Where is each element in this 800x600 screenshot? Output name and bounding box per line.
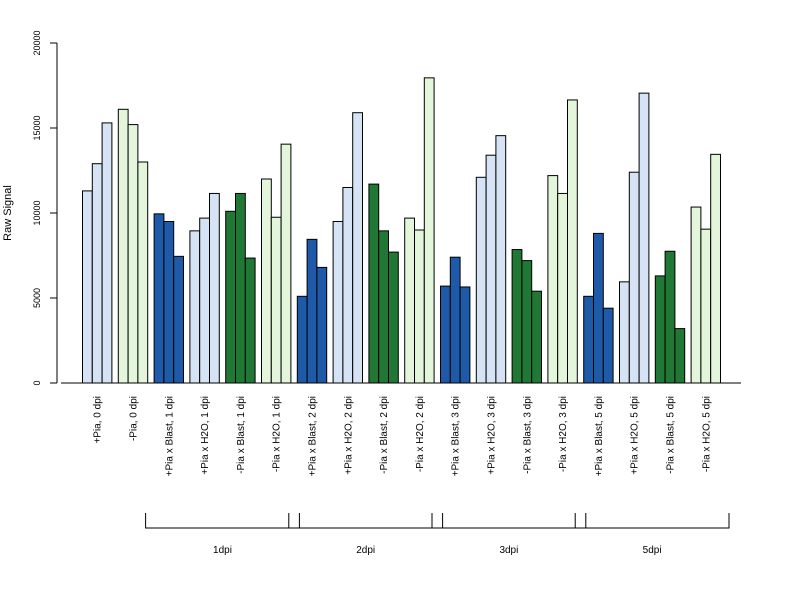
x-tick-label: -Pia x Blast, 1 dpi bbox=[236, 396, 247, 474]
bar bbox=[189, 230, 201, 384]
bar bbox=[280, 143, 292, 384]
bar bbox=[638, 92, 650, 384]
bar bbox=[440, 285, 451, 384]
bar bbox=[557, 192, 569, 384]
bar bbox=[332, 221, 344, 384]
group-bracket bbox=[431, 513, 587, 529]
bar bbox=[378, 230, 390, 384]
x-tick-label: +Pia x Blast, 3 dpi bbox=[451, 396, 462, 476]
bar bbox=[137, 161, 149, 384]
x-tick-label: +Pia x H2O, 1 dpi bbox=[200, 396, 211, 475]
bar bbox=[423, 77, 435, 384]
bar bbox=[127, 124, 139, 384]
group-label: 5dpi bbox=[643, 545, 662, 556]
bar bbox=[82, 190, 93, 384]
group-bracket bbox=[574, 513, 730, 529]
bar bbox=[700, 228, 712, 384]
x-tick-label: -Pia x H2O, 3 dpi bbox=[558, 396, 569, 472]
x-tick-label: +Pia x Blast, 2 dpi bbox=[308, 396, 319, 476]
x-tick-label: -Pia x H2O, 5 dpi bbox=[701, 396, 712, 472]
bar bbox=[664, 250, 676, 384]
bar bbox=[628, 171, 640, 384]
group-bracket bbox=[288, 513, 444, 529]
bar bbox=[368, 183, 380, 384]
x-tick-label: -Pia x H2O, 2 dpi bbox=[415, 396, 426, 472]
bar bbox=[209, 192, 220, 384]
bars bbox=[82, 77, 722, 384]
bar bbox=[296, 295, 308, 384]
group-label: 1dpi bbox=[213, 545, 232, 556]
bar bbox=[710, 153, 722, 384]
y-axis: 0 5000 10000 15000 20000 bbox=[32, 30, 58, 386]
bar bbox=[414, 229, 425, 384]
x-tick-labels: +Pia, 0 dpi -Pia, 0 dpi +Pia x Blast, 1 dp… bbox=[93, 396, 713, 476]
x-tick-label: -Pia x Blast, 5 dpi bbox=[666, 396, 677, 474]
bar bbox=[495, 135, 507, 384]
bar bbox=[388, 251, 399, 384]
x-tick-label: +Pia x H2O, 2 dpi bbox=[343, 396, 354, 475]
bar bbox=[511, 249, 523, 384]
bar bbox=[619, 281, 630, 384]
bar bbox=[153, 213, 165, 384]
bar bbox=[352, 112, 364, 384]
bar bbox=[547, 175, 559, 384]
bar bbox=[261, 178, 272, 384]
x-tick-label: +Pia x Blast, 5 dpi bbox=[594, 396, 605, 476]
group-label: 2dpi bbox=[356, 545, 375, 556]
y-tick-label: 10000 bbox=[32, 200, 42, 225]
bar bbox=[163, 221, 175, 384]
bar bbox=[199, 217, 210, 384]
x-tick-label: -Pia x H2O, 1 dpi bbox=[272, 396, 283, 472]
y-tick-label: 20000 bbox=[32, 30, 42, 55]
bar bbox=[459, 286, 471, 384]
x-tick-label: -Pia x Blast, 2 dpi bbox=[379, 396, 390, 474]
bar bbox=[316, 266, 328, 384]
bar bbox=[475, 176, 487, 384]
bar bbox=[690, 206, 702, 384]
x-tick-label: +Pia x H2O, 3 dpi bbox=[487, 396, 498, 475]
bar bbox=[602, 307, 614, 384]
bar bbox=[91, 163, 103, 384]
bar bbox=[101, 122, 113, 384]
x-tick-label: +Pia, 0 dpi bbox=[93, 396, 104, 444]
y-tick-label: 0 bbox=[32, 380, 42, 385]
bar bbox=[173, 255, 184, 384]
bar bbox=[521, 260, 533, 384]
bar bbox=[449, 256, 461, 384]
bar bbox=[593, 232, 604, 384]
bar bbox=[270, 216, 282, 384]
bar bbox=[225, 210, 236, 384]
bar bbox=[674, 328, 686, 384]
bar bbox=[306, 238, 318, 384]
group-brackets: 1dpi 2dpi 3dpi 5dpi bbox=[145, 513, 730, 556]
bar bbox=[485, 154, 497, 384]
bar bbox=[531, 290, 543, 384]
x-tick-label: -Pia x Blast, 3 dpi bbox=[522, 396, 533, 474]
bar bbox=[654, 275, 666, 384]
bar bbox=[342, 187, 354, 384]
bar bbox=[583, 295, 595, 384]
bar bbox=[117, 108, 129, 384]
group-label: 3dpi bbox=[499, 545, 518, 556]
x-tick-label: -Pia, 0 dpi bbox=[129, 396, 140, 441]
bar bbox=[404, 217, 416, 384]
y-axis-label: Raw Signal bbox=[2, 185, 14, 241]
bar bbox=[244, 257, 256, 384]
group-bracket bbox=[145, 513, 300, 529]
bar bbox=[567, 99, 578, 384]
y-tick-label: 5000 bbox=[32, 288, 42, 308]
x-tick-label: +Pia x H2O, 5 dpi bbox=[630, 396, 641, 475]
x-tick-label: +Pia x Blast, 1 dpi bbox=[164, 396, 175, 476]
y-tick-label: 15000 bbox=[32, 115, 42, 140]
bar bbox=[235, 192, 246, 384]
